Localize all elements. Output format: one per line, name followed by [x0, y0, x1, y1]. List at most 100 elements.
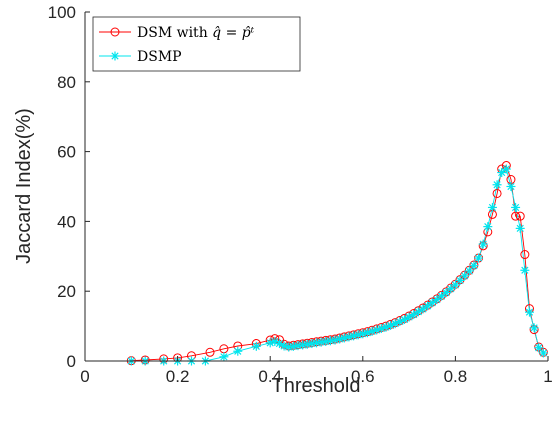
asterisk-stroke	[493, 181, 501, 189]
data-point	[376, 324, 386, 334]
data-point	[492, 180, 502, 190]
asterisk-stroke	[326, 337, 335, 345]
series-markers	[126, 161, 548, 366]
asterisk-stroke	[368, 327, 376, 335]
asterisk-stroke	[336, 335, 344, 343]
data-point	[423, 301, 433, 311]
legend-swatch-marker	[110, 51, 120, 61]
asterisk-stroke	[252, 342, 260, 350]
asterisk-stroke	[345, 333, 353, 341]
asterisk-stroke	[340, 334, 348, 342]
x-tick-label: 0.8	[444, 367, 468, 386]
asterisk-stroke	[294, 342, 302, 350]
asterisk-stroke	[322, 337, 330, 346]
legend-swatch-marker	[110, 27, 120, 37]
asterisk-stroke	[428, 299, 436, 307]
asterisk-stroke	[331, 336, 339, 344]
asterisk-stroke	[516, 224, 524, 233]
data-point	[409, 310, 419, 320]
x-tick-label: 0.6	[351, 367, 375, 386]
x-tick-label: 0.4	[258, 367, 282, 386]
y-tick-label: 80	[57, 73, 76, 92]
asterisk-stroke	[525, 308, 534, 316]
asterisk-stroke	[479, 240, 487, 248]
asterisk-stroke	[530, 324, 538, 332]
asterisk-stroke	[521, 266, 529, 274]
asterisk-stroke	[423, 302, 432, 310]
asterisk-stroke	[349, 332, 358, 340]
legend-label-1: DSMP	[137, 49, 182, 65]
legend: DSM with q̂ = p̂ᵗ DSMP	[92, 16, 301, 72]
asterisk-stroke	[414, 308, 422, 316]
data-point	[413, 307, 423, 317]
x-axis-label: Threshold	[272, 375, 361, 397]
x-tick-label: 0	[80, 367, 89, 386]
data-point	[483, 222, 493, 232]
data-point	[219, 352, 229, 362]
y-axis-ticks: 0 20 40 60 80 100	[48, 3, 90, 371]
asterisk-stroke	[317, 338, 325, 346]
data-point	[251, 341, 261, 351]
asterisk-stroke	[433, 295, 441, 304]
legend-label-0: DSM with q̂ = p̂ᵗ	[137, 25, 255, 41]
data-point	[432, 295, 442, 305]
asterisk-stroke	[539, 349, 547, 357]
data-point	[437, 291, 447, 301]
data-point	[497, 168, 507, 178]
asterisk-stroke	[507, 182, 515, 191]
asterisk-stroke	[498, 168, 506, 177]
data-point	[418, 304, 428, 314]
asterisk-stroke	[266, 339, 274, 347]
data-point	[529, 323, 539, 333]
y-axis-label: Jaccard Index(%)	[13, 108, 35, 264]
asterisk-stroke	[470, 262, 478, 270]
asterisk-stroke	[410, 310, 418, 319]
x-tick-label: 0.2	[166, 367, 190, 386]
data-point	[427, 298, 437, 308]
data-point	[520, 250, 530, 260]
x-axis-ticks: 0 0.2 0.4 0.6 0.8 1	[80, 356, 553, 386]
data-point	[511, 211, 521, 221]
asterisk-stroke	[377, 324, 385, 333]
asterisk-stroke	[419, 305, 427, 313]
asterisk-stroke	[354, 331, 362, 339]
data-point	[524, 307, 534, 317]
data-point	[492, 188, 502, 198]
y-tick-label: 40	[57, 212, 76, 231]
asterisk-stroke	[220, 353, 228, 361]
data-point	[515, 223, 525, 233]
data-point	[205, 347, 215, 357]
data-point	[469, 261, 479, 271]
asterisk-stroke	[363, 329, 372, 337]
data-point	[520, 265, 530, 275]
legend-box	[92, 16, 301, 72]
asterisk-stroke	[437, 292, 446, 300]
asterisk-stroke	[234, 347, 242, 355]
data-point	[474, 253, 484, 263]
data-point	[515, 211, 525, 221]
asterisk-stroke	[303, 340, 311, 348]
data-point	[233, 346, 243, 356]
data-point	[312, 338, 321, 348]
asterisk-stroke	[502, 165, 510, 173]
x-tick-label: 1	[543, 367, 552, 386]
asterisk-stroke	[484, 223, 492, 231]
data-point	[464, 266, 474, 276]
asterisk-stroke	[312, 339, 321, 347]
data-point	[538, 348, 548, 358]
asterisk-stroke	[111, 52, 119, 60]
data-point	[511, 202, 521, 212]
data-point	[501, 164, 511, 174]
asterisk-stroke	[298, 341, 307, 349]
asterisk-stroke	[308, 339, 316, 348]
asterisk-stroke	[271, 337, 279, 346]
asterisk-stroke	[285, 343, 293, 351]
asterisk-stroke	[373, 326, 381, 334]
asterisk-stroke	[488, 203, 497, 212]
data-point	[478, 239, 488, 249]
y-tick-label: 20	[57, 282, 76, 301]
data-point	[506, 182, 516, 191]
data-point	[307, 339, 317, 349]
y-tick-label: 100	[48, 3, 76, 22]
